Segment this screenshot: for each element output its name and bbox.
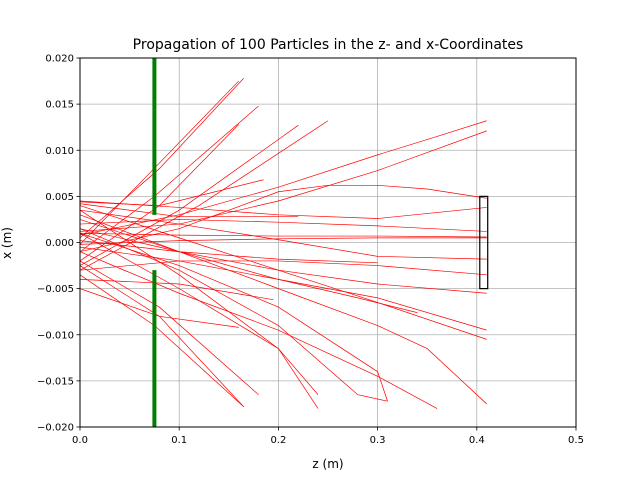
particle-trajectory (79, 219, 487, 405)
trajectory-layer (79, 78, 487, 409)
y-tick-label: 0.000 (45, 238, 74, 249)
particle-trajectory (79, 228, 388, 402)
particle-trajectory (79, 232, 388, 402)
particle-trajectory (79, 288, 239, 328)
x-tick-label: 0.5 (568, 435, 584, 446)
x-tick-label: 0.2 (270, 435, 286, 446)
x-axis-label: z (m) (312, 457, 343, 471)
particle-trajectory (79, 240, 378, 264)
y-tick-label: 0.020 (45, 54, 74, 65)
particle-trajectory (79, 214, 418, 313)
particle-trajectory (79, 205, 487, 340)
particle-trajectory (79, 209, 319, 409)
particle-trajectory (79, 179, 264, 206)
particle-trajectory (79, 130, 487, 232)
particle-trajectory (79, 120, 487, 236)
particle-trajectory (79, 260, 259, 395)
x-tick-label: 0.3 (370, 435, 386, 446)
particle-trajectory (79, 78, 244, 239)
particle-trajectory (79, 184, 487, 253)
particle-trajectory (79, 209, 487, 260)
y-axis-label: x (m) (0, 227, 14, 259)
particle-trajectory (79, 120, 329, 271)
particle-trajectory (79, 200, 487, 219)
particle-trajectory (79, 125, 299, 266)
detector-layer (479, 195, 489, 290)
chart-title: Propagation of 100 Particles in the z- a… (133, 37, 524, 53)
particle-trajectory (79, 80, 239, 245)
y-tick-label: 0.005 (45, 192, 74, 203)
particle-trajectory (79, 251, 438, 409)
x-tick-label: 0.1 (171, 435, 187, 446)
particle-trajectory (79, 232, 487, 238)
y-tick-label: −0.015 (37, 376, 74, 387)
y-tick-label: −0.020 (37, 423, 74, 434)
particle-trajectory (79, 203, 299, 218)
axis-ticks: 0.0 0.1 0.2 0.3 0.4 0.5 −0.020 −0.015 −0.010 −0.0… (37, 54, 584, 447)
particle-trajectory (79, 260, 487, 276)
x-tick-label: 0.0 (72, 435, 88, 446)
particle-trajectory (79, 237, 487, 245)
particle-trajectory (79, 219, 487, 232)
y-tick-label: 0.010 (45, 146, 74, 157)
x-tick-label: 0.4 (469, 435, 485, 446)
y-tick-label: 0.015 (45, 100, 74, 111)
particle-trajectory (79, 279, 274, 301)
y-tick-label: −0.005 (37, 284, 74, 295)
y-tick-label: −0.010 (37, 330, 74, 341)
particle-trajectory (79, 232, 319, 395)
detector-box (479, 195, 489, 290)
